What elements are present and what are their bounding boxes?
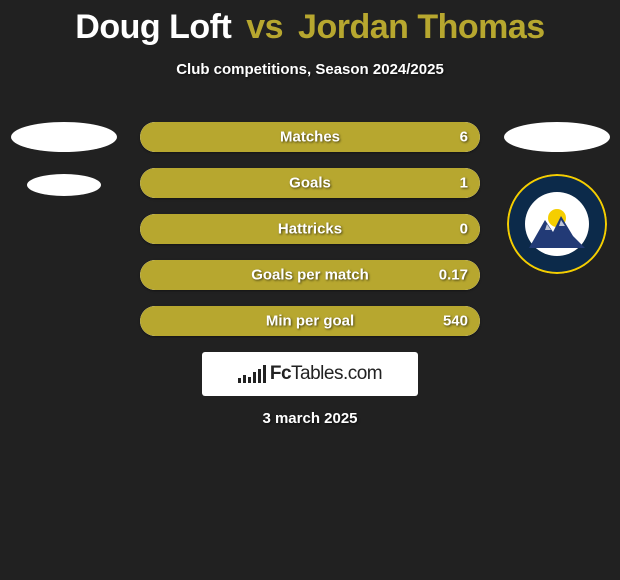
watermark-text: FcTables.com [270, 363, 382, 385]
stats-panel: Matches 6 Goals 1 Hattricks 0 Goals per match 0… [140, 122, 480, 352]
stat-row: Matches 6 [140, 122, 480, 152]
placeholder-ellipse [27, 174, 101, 196]
stat-row: Min per goal 540 [140, 306, 480, 336]
stat-value-right: 1 [460, 175, 468, 192]
title-player2: Jordan Thomas [298, 8, 545, 46]
stat-value-right: 6 [460, 129, 468, 146]
stat-row: Goals per match 0.17 [140, 260, 480, 290]
left-player-column [6, 122, 121, 218]
right-player-column [499, 122, 614, 274]
stat-row: Hattricks 0 [140, 214, 480, 244]
stat-label: Min per goal [266, 313, 354, 330]
bars-icon [238, 365, 266, 383]
title-vs: vs [246, 8, 283, 46]
watermark-suffix: Tables.com [291, 363, 382, 384]
title-player1: Doug Loft [75, 8, 231, 46]
date-label: 3 march 2025 [262, 410, 357, 427]
stat-label: Goals per match [251, 267, 369, 284]
stat-value-right: 0.17 [439, 267, 468, 284]
stat-label: Matches [280, 129, 340, 146]
stat-row: Goals 1 [140, 168, 480, 198]
stat-value-right: 0 [460, 221, 468, 238]
placeholder-ellipse [504, 122, 610, 152]
page-title: Doug Loft vs Jordan Thomas [0, 0, 620, 47]
fctables-watermark: FcTables.com [202, 352, 418, 396]
subtitle: Club competitions, Season 2024/2025 [0, 61, 620, 78]
placeholder-ellipse [11, 122, 117, 152]
stat-value-right: 540 [443, 313, 468, 330]
watermark-prefix: Fc [270, 363, 291, 384]
stat-label: Hattricks [278, 221, 342, 238]
club-badge-icon [507, 174, 607, 274]
stat-label: Goals [289, 175, 331, 192]
